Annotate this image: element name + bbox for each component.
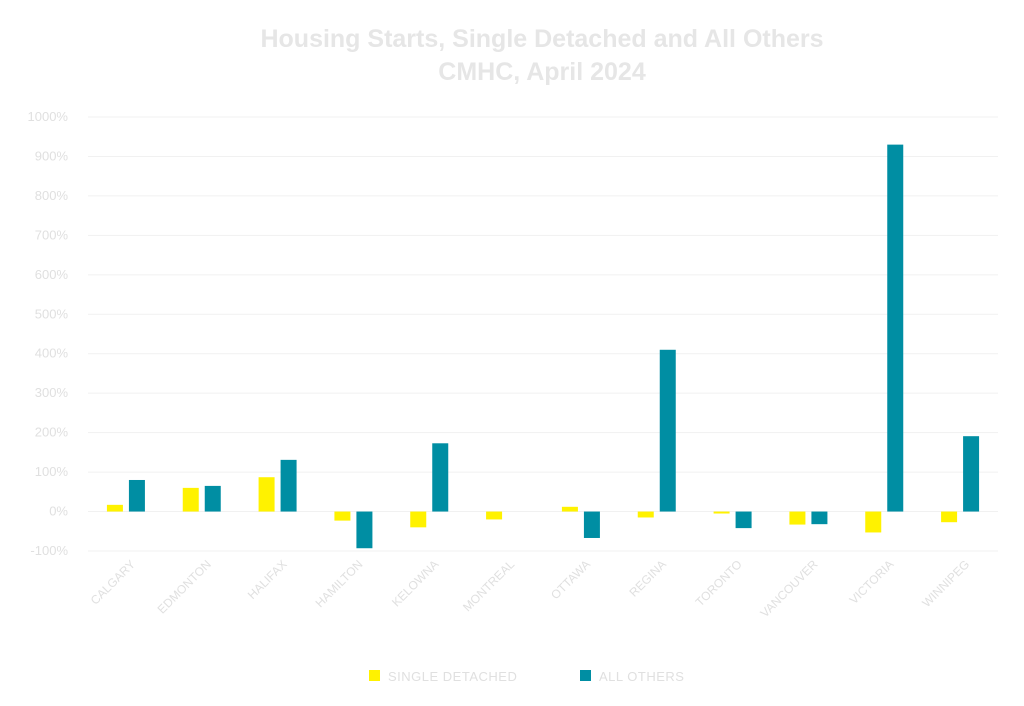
legend-swatch-single-detached xyxy=(369,670,380,681)
bar-all-others-ottawa xyxy=(583,511,600,538)
bar-all-others-winnipeg xyxy=(963,436,980,512)
x-tick-label-ottawa: OTTAWA xyxy=(548,557,593,602)
bar-single-detached-toronto xyxy=(713,511,730,514)
y-tick-label: 100% xyxy=(35,464,69,479)
bar-all-others-vancouver xyxy=(811,511,828,525)
x-axis-labels: CALGARY EDMONTON HALIFAX HAMILTON KELOWNA MON… xyxy=(88,557,972,620)
x-tick-label-toronto: TORONTO xyxy=(693,557,745,609)
bar-all-others-victoria xyxy=(887,144,904,512)
chart-title-line-1: Housing Starts, Single Detached and All … xyxy=(260,25,823,53)
bar-single-detached-montreal xyxy=(486,511,503,520)
y-tick-label: 800% xyxy=(35,188,69,203)
y-tick-label: -100% xyxy=(30,543,68,558)
bars xyxy=(106,144,980,549)
legend-label-all-others: ALL OTHERS xyxy=(599,669,684,684)
x-tick-label-vancouver: VANCOUVER xyxy=(758,557,821,620)
bar-all-others-kelowna xyxy=(432,443,449,512)
x-tick-label-edmonton: EDMONTON xyxy=(155,557,214,616)
bar-single-detached-victoria xyxy=(865,511,882,533)
legend-swatch-all-others xyxy=(580,670,591,681)
gridlines xyxy=(88,116,998,552)
bar-single-detached-ottawa xyxy=(561,506,578,512)
bar-single-detached-halifax xyxy=(258,477,275,512)
y-tick-label: 700% xyxy=(35,227,69,242)
x-tick-label-montreal: MONTREAL xyxy=(460,557,517,614)
bar-single-detached-regina xyxy=(637,511,654,518)
bar-all-others-toronto xyxy=(735,511,752,529)
y-axis-ticks: -100% 0% 100% 200% 300% 400% 500% 600% 700% 800% 9… xyxy=(28,109,69,558)
bar-single-detached-winnipeg xyxy=(941,511,958,523)
bar-single-detached-vancouver xyxy=(789,511,806,525)
legend: SINGLE DETACHED ALL OTHERS xyxy=(369,669,684,684)
y-tick-label: 0% xyxy=(49,504,68,519)
y-tick-label: 600% xyxy=(35,267,69,282)
y-tick-label: 400% xyxy=(35,346,69,361)
bar-all-others-hamilton xyxy=(356,511,373,549)
x-tick-label-kelowna: KELOWNA xyxy=(389,557,441,609)
bar-all-others-halifax xyxy=(280,459,297,512)
bar-single-detached-kelowna xyxy=(410,511,427,528)
bar-all-others-edmonton xyxy=(204,485,221,512)
bar-all-others-regina xyxy=(659,349,676,512)
y-tick-label: 300% xyxy=(35,385,69,400)
chart-title-line-2: CMHC, April 2024 xyxy=(438,58,646,86)
y-tick-label: 200% xyxy=(35,425,69,440)
legend-label-single-detached: SINGLE DETACHED xyxy=(388,669,517,684)
y-tick-label: 900% xyxy=(35,148,69,163)
y-tick-label: 1000% xyxy=(28,109,69,124)
x-tick-label-hamilton: HAMILTON xyxy=(313,557,366,610)
x-tick-label-calgary: CALGARY xyxy=(88,557,138,607)
bar-single-detached-edmonton xyxy=(182,487,199,512)
x-tick-label-regina: REGINA xyxy=(626,557,668,599)
y-tick-label: 500% xyxy=(35,306,69,321)
x-tick-label-halifax: HALIFAX xyxy=(245,557,290,602)
bar-single-detached-hamilton xyxy=(334,511,351,521)
x-tick-label-winnipeg: WINNIPEG xyxy=(919,557,972,610)
bar-all-others-calgary xyxy=(128,479,145,512)
x-tick-label-victoria: VICTORIA xyxy=(847,557,897,607)
bar-single-detached-calgary xyxy=(106,504,123,512)
